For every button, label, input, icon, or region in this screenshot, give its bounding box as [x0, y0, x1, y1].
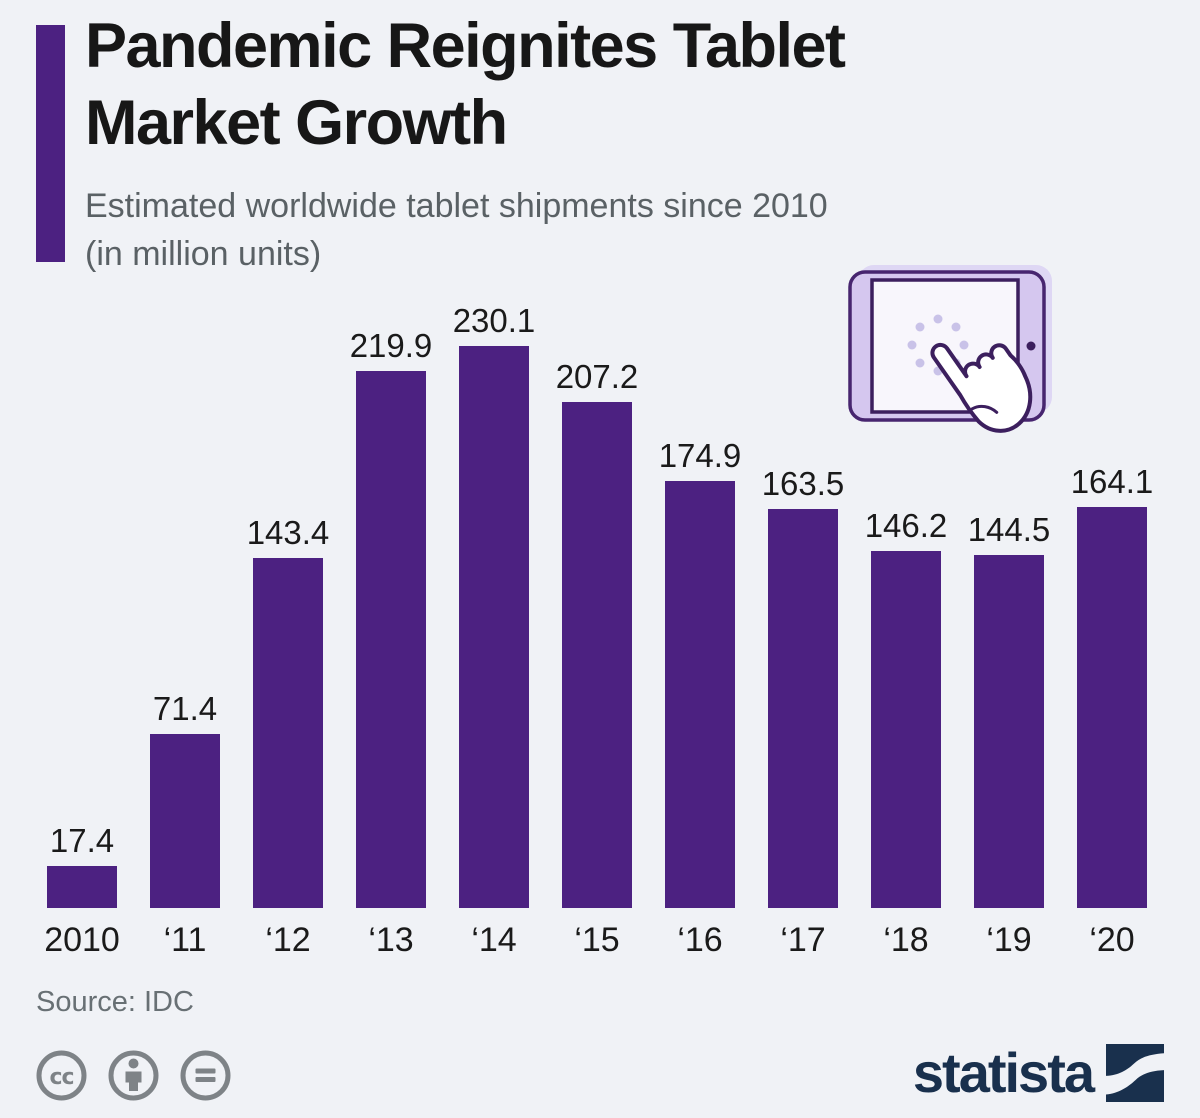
equals-no-derivatives-icon[interactable]: [180, 1050, 231, 1101]
title-line-2: Market Growth: [85, 88, 508, 158]
bar: [1077, 507, 1147, 908]
attribution-person-icon[interactable]: [108, 1050, 159, 1101]
tablet-touch-icon: [848, 265, 1052, 433]
title-accent-bar: [36, 25, 65, 262]
bar-value-label: 163.5: [761, 465, 845, 502]
x-axis-label: ‘17: [780, 921, 826, 959]
bar: [871, 551, 941, 908]
title-line-1: Pandemic Reignites Tablet: [85, 11, 846, 81]
bar-group: 174.9 ‘16: [659, 437, 742, 960]
bar: [562, 402, 632, 908]
bar: [768, 509, 838, 908]
bar: [47, 866, 117, 908]
bar-group: 230.1 ‘14: [453, 302, 536, 960]
bar: [356, 371, 426, 908]
bar: [150, 734, 220, 908]
x-axis-label: ‘15: [574, 921, 620, 959]
x-axis-label: ‘13: [368, 921, 414, 959]
source-label: Source: IDC: [36, 986, 194, 1018]
x-axis-label: ‘20: [1089, 921, 1135, 959]
bar: [974, 555, 1044, 908]
x-axis-label: ‘16: [677, 921, 723, 959]
bar-value-label: 207.2: [555, 358, 639, 395]
x-axis-label: ‘18: [883, 921, 929, 959]
subtitle-line-2: (in million units): [85, 235, 322, 273]
svg-text:cc: cc: [49, 1065, 73, 1090]
bar-group: 146.2 ‘18: [865, 507, 948, 960]
page-title: Pandemic Reignites Tablet Market Growth: [85, 8, 846, 162]
bar-value-label: 144.5: [967, 511, 1051, 548]
subtitle-line-1: Estimated worldwide tablet shipments sin…: [85, 187, 828, 225]
pointing-hand-icon: [930, 342, 1033, 433]
chart-subtitle: Estimated worldwide tablet shipments sin…: [85, 182, 828, 278]
bar-group: 164.1 ‘20: [1071, 463, 1154, 960]
bar-value-label: 164.1: [1070, 463, 1154, 500]
x-axis-label: ‘12: [265, 921, 311, 959]
bar-value-label: 230.1: [452, 302, 536, 339]
statista-mark-icon: [1106, 1044, 1164, 1102]
statista-wordmark: statista: [912, 1041, 1095, 1104]
x-axis-label: ‘14: [471, 921, 517, 959]
bar-group: 71.4 ‘11: [150, 690, 220, 960]
bar: [459, 346, 529, 908]
bar-group: 143.4 ‘12: [247, 514, 330, 960]
bar-group: 17.4 2010: [44, 822, 120, 960]
bar-value-label: 174.9: [658, 437, 742, 474]
cc-icon[interactable]: cc: [36, 1050, 87, 1101]
bar: [665, 481, 735, 908]
bar-value-label: 146.2: [864, 507, 948, 544]
bar-value-label: 219.9: [349, 327, 433, 364]
bar-value-label: 17.4: [49, 822, 115, 859]
license-icons: cc: [36, 1050, 231, 1101]
statista-logo[interactable]: statista: [913, 1044, 1164, 1102]
bar-group: 144.5 ‘19: [968, 511, 1051, 960]
x-axis-label: 2010: [44, 921, 120, 959]
bar-value-label: 143.4: [246, 514, 330, 551]
bar-group: 219.9 ‘13: [350, 327, 433, 960]
x-axis-label: ‘19: [986, 921, 1032, 959]
bar-value-label: 71.4: [152, 690, 218, 727]
x-axis-label: ‘11: [163, 921, 207, 959]
bar-chart: 17.4 2010 71.4 ‘11 143.4 ‘12 219.9 ‘13 230.1 ‘14 2…: [44, 0, 1154, 960]
bar: [253, 558, 323, 908]
bar-group: 163.5 ‘17: [762, 465, 845, 960]
bar-group: 207.2 ‘15: [556, 358, 639, 960]
